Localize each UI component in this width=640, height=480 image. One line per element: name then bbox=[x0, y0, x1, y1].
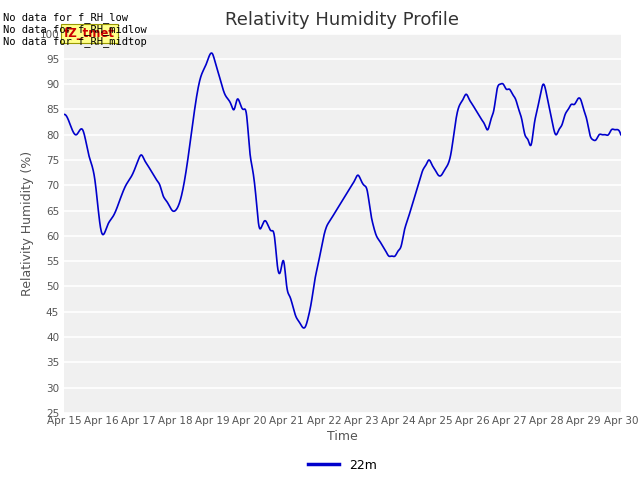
Title: Relativity Humidity Profile: Relativity Humidity Profile bbox=[225, 11, 460, 29]
Legend: 22m: 22m bbox=[303, 454, 382, 477]
Text: No data for f_RH_midlow: No data for f_RH_midlow bbox=[3, 24, 147, 35]
Text: No data for f_RH_low: No data for f_RH_low bbox=[3, 12, 128, 23]
Y-axis label: Relativity Humidity (%): Relativity Humidity (%) bbox=[21, 151, 34, 296]
Text: No data for f_RH_midtop: No data for f_RH_midtop bbox=[3, 36, 147, 47]
X-axis label: Time: Time bbox=[327, 430, 358, 443]
Text: fZ_tmet: fZ_tmet bbox=[64, 27, 115, 40]
